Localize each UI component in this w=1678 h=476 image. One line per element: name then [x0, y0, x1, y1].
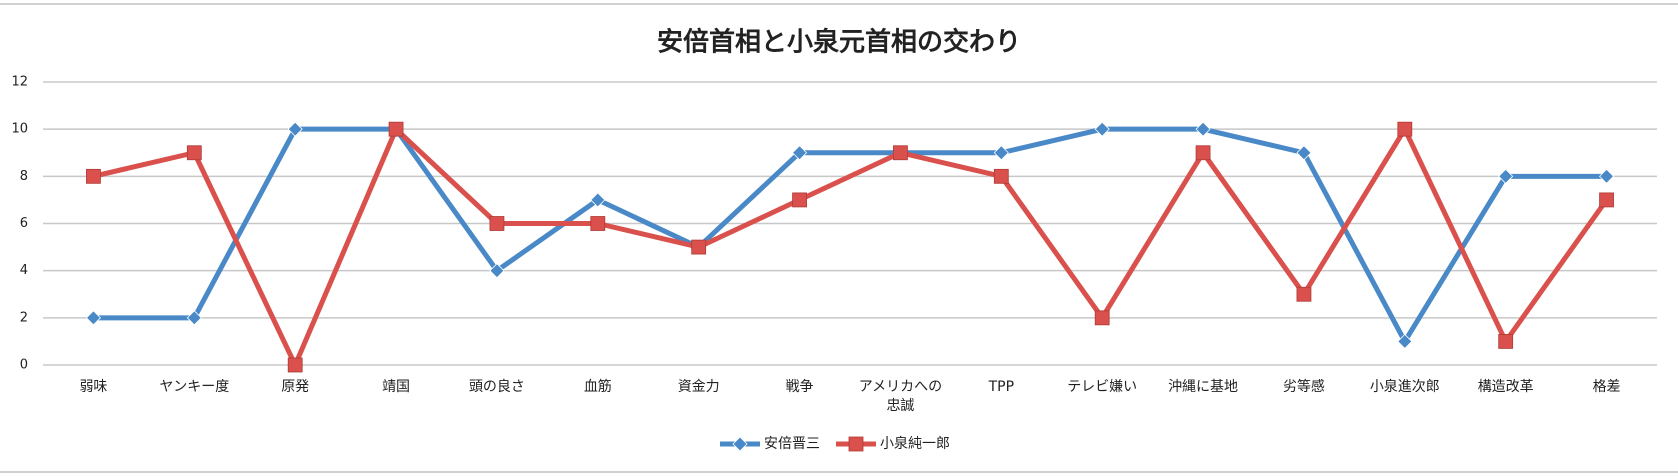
x-tick-label: 戦争 — [786, 379, 814, 395]
data-point — [590, 192, 606, 208]
data-point — [1296, 145, 1312, 161]
data-point — [489, 216, 505, 231]
data-point — [186, 145, 202, 161]
data-point — [691, 239, 707, 255]
x-tick-label: 血筋 — [584, 378, 612, 395]
x-tick-label: 資金力 — [678, 379, 720, 395]
data-point — [1498, 334, 1514, 349]
chart-title: 安倍首相と小泉元首相の交わり — [657, 27, 1021, 58]
data-point — [590, 216, 606, 231]
series — [86, 121, 1614, 373]
y-tick-label: 2 — [20, 310, 28, 325]
data-point — [186, 310, 202, 326]
legend-item: 安倍晋三 — [720, 436, 820, 452]
x-tick-label: 靖国 — [382, 379, 410, 395]
x-tick-label: アメリカへの忠誠 — [859, 379, 942, 414]
data-point — [388, 121, 404, 137]
x-tick-label: 頭の良さ — [469, 379, 525, 395]
data-point — [1296, 286, 1312, 302]
data-point — [86, 168, 101, 184]
data-point — [732, 436, 748, 452]
data-point — [1598, 168, 1615, 184]
x-tick-label: 原発 — [281, 379, 309, 395]
y-tick-label: 12 — [11, 75, 28, 90]
legend-label: 小泉純一郎 — [880, 435, 950, 452]
data-point — [1397, 333, 1413, 349]
x-tick-label: 劣等感 — [1283, 378, 1325, 395]
data-point — [1094, 121, 1110, 137]
data-point — [1195, 121, 1211, 137]
data-point — [85, 310, 102, 326]
data-point — [993, 145, 1009, 161]
y-tick-label: 4 — [20, 263, 28, 278]
legend-label: 安倍晋三 — [764, 436, 820, 452]
x-tick-label: テレビ嫌い — [1067, 379, 1137, 395]
data-point — [791, 145, 808, 161]
data-point — [993, 168, 1009, 184]
x-tick-label: 構造改革 — [1478, 379, 1534, 395]
data-point — [287, 121, 303, 137]
data-point — [893, 145, 908, 161]
x-tick-label: 沖縄に基地 — [1168, 378, 1238, 395]
series-line — [93, 126, 1607, 344]
data-point — [1094, 310, 1110, 326]
data-point — [489, 263, 505, 279]
x-tick-label: 格差 — [1593, 379, 1621, 395]
data-point — [848, 436, 864, 452]
data-point — [792, 192, 807, 208]
x-tick-label: 小泉進次郎 — [1370, 378, 1440, 395]
y-tick-label: 6 — [20, 216, 28, 231]
x-tick-label: 弱味 — [79, 379, 107, 395]
data-point — [287, 357, 303, 373]
y-tick-label: 0 — [20, 358, 28, 373]
legend-item: 小泉純一郎 — [836, 435, 950, 452]
series-line — [92, 126, 1609, 368]
x-tick-label: TPP — [988, 379, 1014, 395]
data-point — [1599, 192, 1614, 208]
y-tick-label: 10 — [11, 122, 28, 137]
y-tick-label: 8 — [20, 169, 28, 184]
x-tick-label: ヤンキー度 — [159, 379, 229, 395]
data-point — [1498, 168, 1514, 184]
data-point — [1195, 145, 1211, 161]
data-point — [1397, 121, 1413, 137]
